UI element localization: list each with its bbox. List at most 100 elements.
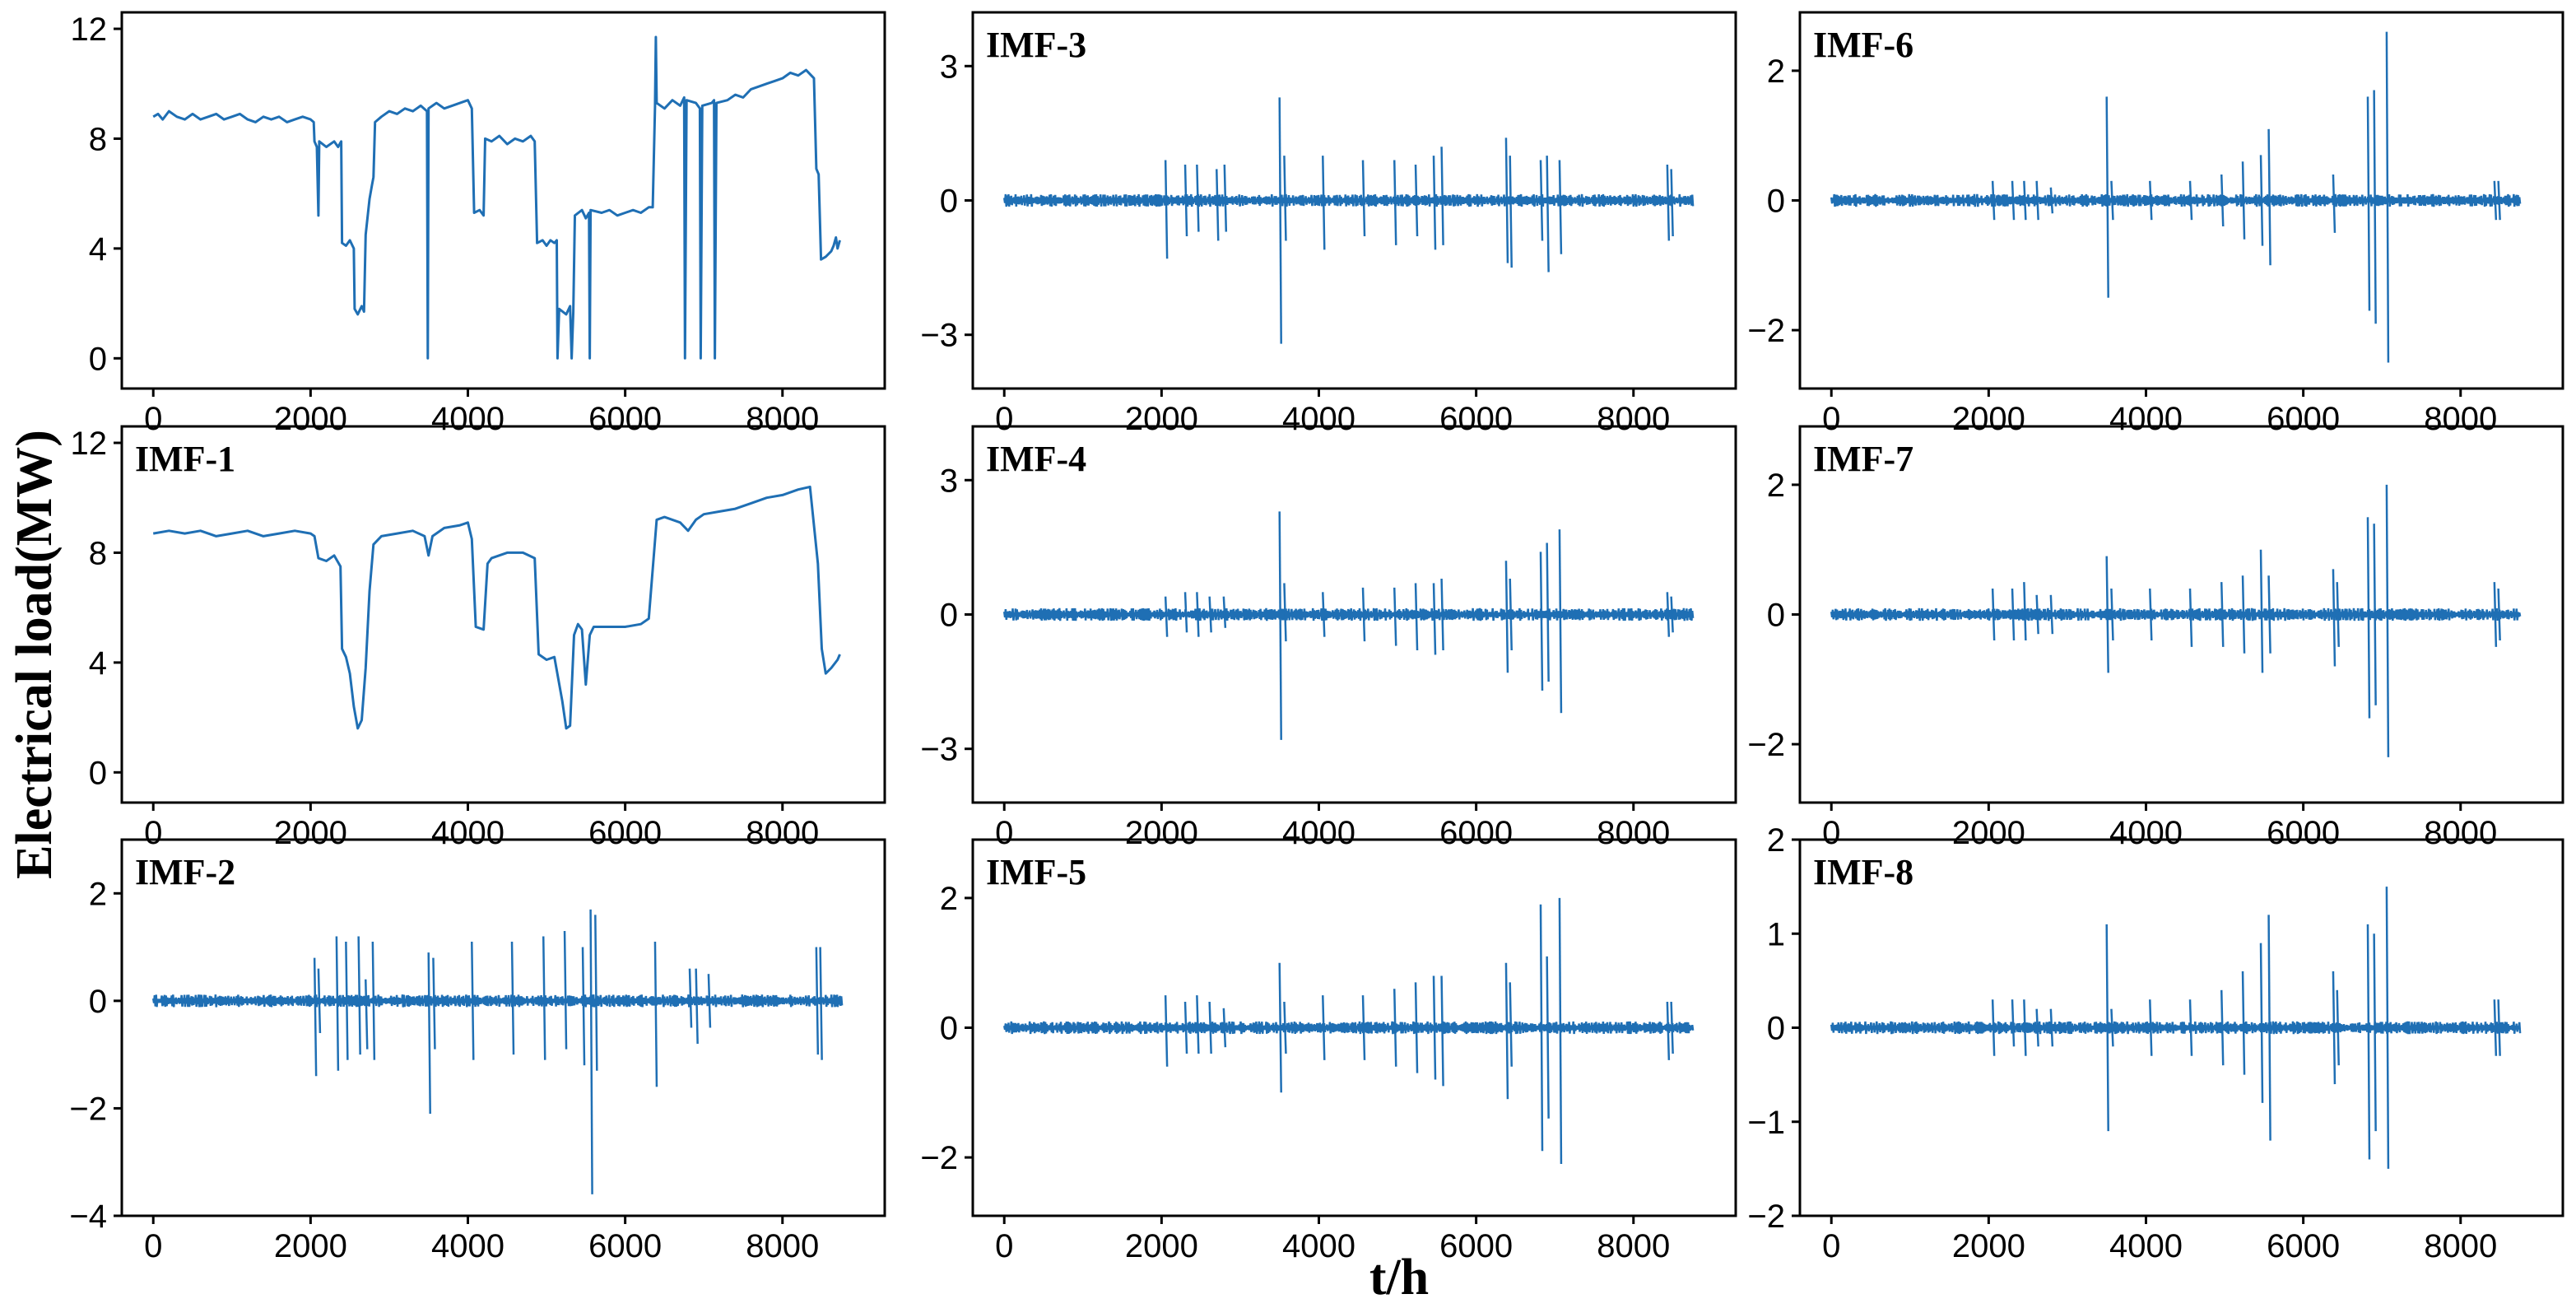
series-spike bbox=[2035, 1008, 2039, 1047]
series-spike bbox=[2035, 594, 2039, 635]
series-spike bbox=[1223, 164, 1228, 232]
series-imf-6 bbox=[1830, 31, 2522, 363]
series-spike bbox=[1278, 97, 1282, 344]
series-spike bbox=[345, 942, 349, 1060]
series-spike bbox=[1440, 147, 1444, 245]
series-spike bbox=[2497, 588, 2501, 641]
series-spike bbox=[2149, 588, 2153, 641]
series-spike bbox=[2220, 582, 2225, 647]
panel-imf-1: 0 2000 4000 6000 8000 0 4 8 12 IMF-1 bbox=[71, 425, 886, 851]
series-spike bbox=[1222, 596, 1227, 628]
series-spike bbox=[317, 968, 322, 1034]
y-tick-label: 3 bbox=[940, 49, 958, 85]
series-spike bbox=[1283, 583, 1287, 642]
series-spike bbox=[2023, 582, 2027, 641]
series-spike bbox=[2493, 999, 2498, 1056]
x-tick-label: 2000 bbox=[274, 401, 347, 437]
y-tick-label: 0 bbox=[940, 184, 958, 220]
series-spike bbox=[1414, 583, 1419, 651]
panel-imf-8: 0 2000 4000 6000 8000 −2 −1 0 1 2 IMF-8 bbox=[1747, 822, 2564, 1264]
y-tick-label: 0 bbox=[89, 755, 107, 791]
y-tick-label: 0 bbox=[1767, 598, 1785, 634]
x-tick-label: 6000 bbox=[1439, 401, 1513, 437]
series-spike bbox=[1432, 975, 1437, 1080]
series-noise bbox=[1002, 193, 1695, 207]
series-spike bbox=[2366, 924, 2371, 1160]
series-spike bbox=[1558, 529, 1563, 714]
x-tick-label: 4000 bbox=[1282, 815, 1355, 851]
series-spike bbox=[2332, 174, 2337, 233]
y-tick-label: 0 bbox=[1767, 184, 1785, 220]
x-tick-label: 6000 bbox=[1439, 815, 1513, 851]
panel-title-imf-3: IMF-3 bbox=[986, 25, 1086, 65]
series-spike bbox=[427, 952, 431, 1114]
x-tick-label: 8000 bbox=[746, 401, 819, 437]
y-tick-label: 2 bbox=[89, 876, 107, 912]
x-tick-label: 6000 bbox=[588, 815, 662, 851]
series-spike bbox=[1546, 542, 1550, 682]
series-spike bbox=[2220, 174, 2225, 227]
series-spike bbox=[1539, 160, 1544, 241]
y-tick-label: −1 bbox=[1747, 1105, 1785, 1141]
x-tick-label: 4000 bbox=[2109, 401, 2183, 437]
y-tick-label: −2 bbox=[1747, 313, 1785, 349]
series-spike bbox=[1509, 578, 1513, 651]
series-spike bbox=[1283, 156, 1287, 241]
series-spike bbox=[2267, 915, 2271, 1141]
y-tick-label: 1 bbox=[1767, 916, 1785, 952]
series-spike bbox=[1216, 169, 1220, 241]
series-spike bbox=[2336, 989, 2340, 1066]
series-spike bbox=[2220, 989, 2225, 1066]
x-tick-label: 0 bbox=[995, 1228, 1013, 1264]
y-tick-label: 12 bbox=[71, 426, 108, 462]
series-spike bbox=[2188, 180, 2193, 221]
series-spike bbox=[2110, 180, 2114, 221]
y-tick-label: 2 bbox=[1767, 822, 1785, 859]
series-spike bbox=[815, 947, 820, 1055]
series-spike bbox=[1164, 596, 1169, 637]
series-spike bbox=[1539, 552, 1544, 691]
series-spike bbox=[371, 942, 376, 1060]
x-tick-label: 0 bbox=[995, 815, 1013, 851]
series-spike bbox=[2110, 1008, 2114, 1047]
x-tick-label: 4000 bbox=[1282, 401, 1355, 437]
x-tick-label: 8000 bbox=[746, 1228, 819, 1264]
y-tick-label: 2 bbox=[1767, 54, 1785, 90]
x-tick-label: 0 bbox=[1822, 401, 1840, 437]
series-spike bbox=[1361, 160, 1366, 237]
series-spike bbox=[1558, 160, 1563, 254]
y-tick-label: −2 bbox=[69, 1091, 107, 1127]
y-tick-label: 4 bbox=[89, 231, 107, 268]
series-spike bbox=[1361, 587, 1366, 642]
series-imf-5 bbox=[1002, 897, 1695, 1164]
series-spike bbox=[1670, 596, 1674, 633]
series-spike bbox=[819, 947, 823, 1060]
series-spike bbox=[1196, 164, 1200, 232]
y-tick-label: 8 bbox=[89, 535, 107, 571]
series-spike bbox=[1504, 561, 1509, 673]
series-spike bbox=[1283, 1001, 1287, 1054]
series-line-original bbox=[152, 35, 841, 360]
series-spike bbox=[2149, 999, 2153, 1056]
series-imf-8 bbox=[1830, 887, 2522, 1169]
x-tick-label: 8000 bbox=[2424, 401, 2497, 437]
y-tick-label: 2 bbox=[1767, 468, 1785, 504]
y-tick-label: −2 bbox=[920, 1140, 958, 1176]
series-spike bbox=[707, 974, 712, 1028]
series-spike bbox=[2497, 180, 2501, 221]
x-tick-label: 8000 bbox=[2424, 815, 2497, 851]
panel-title-imf-6: IMF-6 bbox=[1813, 25, 1913, 65]
series-spike bbox=[581, 947, 586, 1066]
x-tick-label: 0 bbox=[144, 401, 162, 437]
series-spike bbox=[2049, 187, 2054, 214]
series-spike bbox=[1183, 1001, 1188, 1054]
series-spike bbox=[653, 942, 658, 1087]
series-spike bbox=[1414, 982, 1419, 1073]
series-spike bbox=[2049, 594, 2054, 635]
series-spike bbox=[1183, 592, 1188, 633]
series-spike bbox=[1546, 156, 1550, 272]
series-spike bbox=[313, 957, 318, 1077]
x-tick-label: 8000 bbox=[1597, 401, 1670, 437]
panel-imf-7: 0 2000 4000 6000 8000 −2 0 2 IMF-7 bbox=[1747, 425, 2564, 851]
x-tick-label: 2000 bbox=[1952, 401, 2025, 437]
